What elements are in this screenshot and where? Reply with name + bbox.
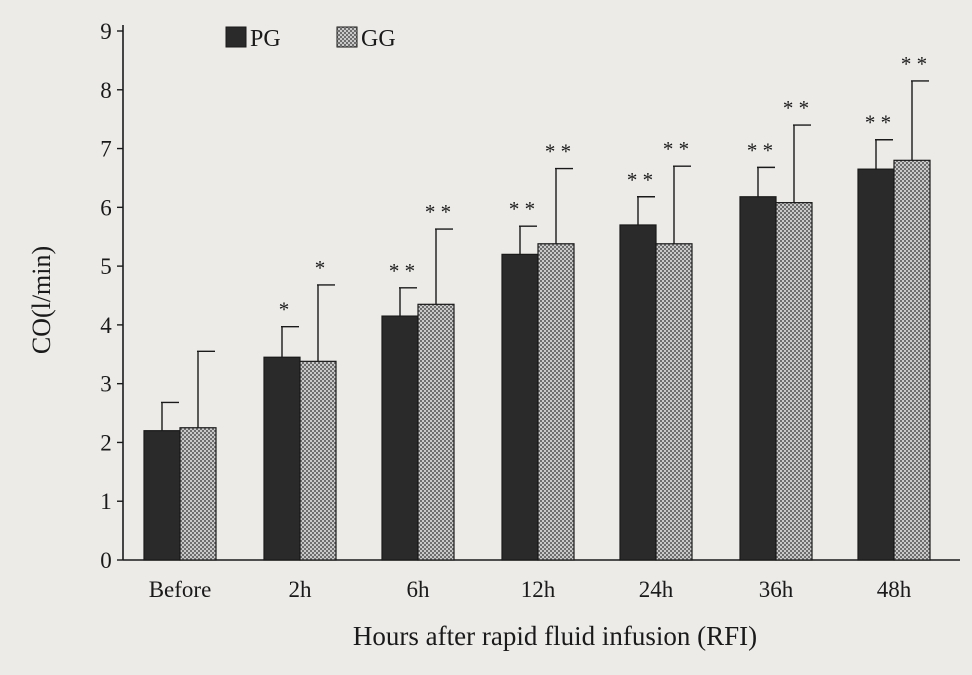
bar-gg <box>417 303 455 561</box>
y-tick-label: 4 <box>100 313 112 338</box>
y-tick-label: 7 <box>100 137 112 162</box>
y-axis-label: CO(l/min) <box>27 246 56 354</box>
significance-mark: * * <box>747 138 773 162</box>
y-tick-label: 3 <box>100 372 112 397</box>
x-tick-label: 24h <box>639 577 674 602</box>
bar-gg <box>775 202 813 561</box>
y-tick-label: 6 <box>100 195 112 220</box>
x-tick-label: 6h <box>407 577 431 602</box>
bar-pg <box>143 430 181 561</box>
bar-pg <box>857 168 895 561</box>
bar-gg <box>299 360 337 561</box>
legend-swatch-gg <box>336 26 358 48</box>
significance-mark: * <box>315 256 326 280</box>
x-tick-label: 48h <box>877 577 912 602</box>
y-tick-label: 0 <box>100 548 112 573</box>
bar-pg <box>619 224 657 561</box>
y-tick-label: 2 <box>100 430 112 455</box>
y-tick-label: 8 <box>100 78 112 103</box>
significance-mark: * * <box>509 197 535 221</box>
y-tick-label: 1 <box>100 489 112 514</box>
bar-pg <box>263 356 301 561</box>
significance-mark: * * <box>783 96 809 120</box>
significance-mark: * * <box>663 137 689 161</box>
significance-mark: * <box>279 298 290 322</box>
bars-group: * * * * * * * * * * * * * * * * * * * * * * <box>143 52 931 561</box>
bar-pg <box>381 315 419 561</box>
significance-mark: * * <box>545 140 571 164</box>
legend-label-pg: PG <box>250 26 281 52</box>
x-tick-label: 36h <box>759 577 794 602</box>
significance-mark: * * <box>865 111 891 135</box>
x-axis-label: Hours after rapid fluid infusion (RFI) <box>353 621 757 651</box>
significance-mark: * * <box>425 200 451 224</box>
bar-gg <box>537 243 575 561</box>
significance-mark: * * <box>389 259 415 283</box>
y-tick-label: 5 <box>100 254 112 279</box>
legend-swatch-pg <box>225 26 247 48</box>
bar-gg <box>655 243 693 561</box>
x-tick-label: Before <box>149 577 212 602</box>
bar-pg <box>739 196 777 561</box>
significance-mark: * * <box>627 168 653 192</box>
legend: PG GG <box>225 26 396 52</box>
bar-pg <box>501 253 539 561</box>
significance-mark: * * <box>901 52 927 76</box>
bar-gg <box>179 427 217 561</box>
axes: 0 1 2 3 4 5 6 7 8 9 Before 2h 6h 12h 24h 36h 48h <box>100 19 960 602</box>
bar-gg <box>893 159 931 561</box>
x-tick-label: 2h <box>289 577 313 602</box>
x-tick-label: 12h <box>521 577 556 602</box>
legend-label-gg: GG <box>361 26 396 52</box>
y-tick-label: 9 <box>100 19 112 44</box>
